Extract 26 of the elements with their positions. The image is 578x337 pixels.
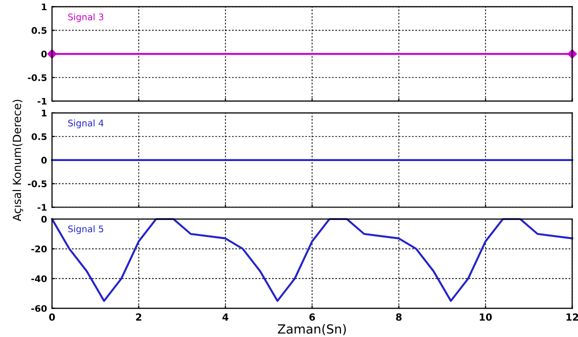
x-tick-label: 10 xyxy=(480,313,492,321)
y-tick-label: -1 xyxy=(38,98,47,105)
text: Signal 3 xyxy=(68,13,104,22)
x-tick-label: 4 xyxy=(222,314,228,321)
y-tick-label: 0 xyxy=(41,216,47,223)
y-tick-label: -0.5 xyxy=(28,74,47,82)
y-tick-label: 1 xyxy=(42,4,47,10)
text: Signal 4 xyxy=(68,120,104,128)
y-tick-label: -60 xyxy=(31,305,47,312)
y-tick-label: 0 xyxy=(41,156,47,164)
y-tick-label: -20 xyxy=(31,246,47,252)
y-tick-label: -40 xyxy=(31,275,47,282)
y-tick-label: 0 xyxy=(41,50,47,58)
y-tick-label: 0.5 xyxy=(32,133,47,140)
x-tick-label: 8 xyxy=(396,313,402,321)
y-tick-label: -0.5 xyxy=(28,180,47,188)
x-tick-label: 6 xyxy=(309,313,315,321)
y-tick-label: 0.5 xyxy=(32,27,47,34)
x-tick-label: 12 xyxy=(566,313,578,321)
x-tick-label: 0 xyxy=(49,313,55,321)
x-tick-label: 2 xyxy=(136,313,142,321)
series-label: Signal 5 xyxy=(68,225,104,234)
y-axis-title: Açısal Konum(Derece) xyxy=(12,100,24,222)
y-tick-label: -1 xyxy=(38,204,47,211)
x-axis-title: Zaman(Sn) xyxy=(278,324,346,336)
y-tick-label: 1 xyxy=(42,110,47,116)
